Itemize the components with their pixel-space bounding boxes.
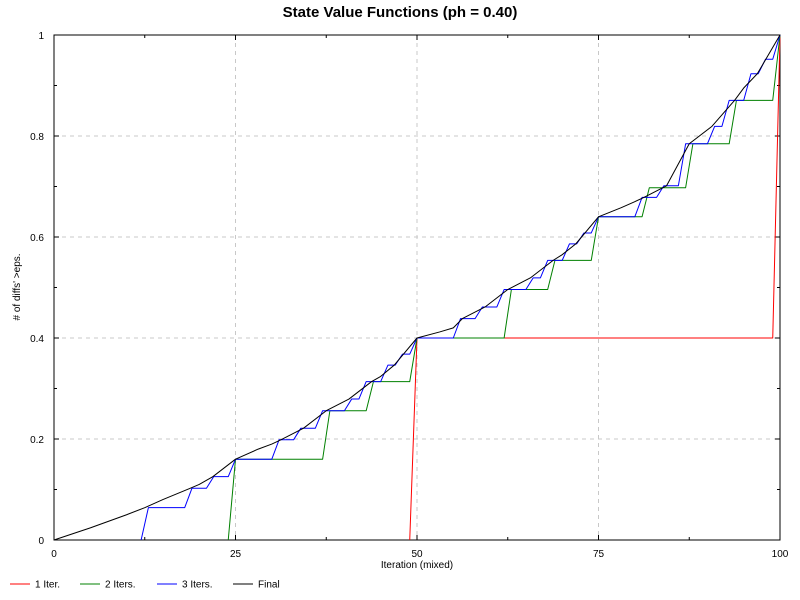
y-tick-label: 0.2 — [30, 435, 44, 446]
y-tick-labels: 0 0.2 0.4 0.6 0.8 1 — [30, 31, 44, 547]
x-axis-label: Iteration (mixed) — [381, 560, 453, 571]
y-tick-label: 0 — [38, 536, 44, 547]
grid — [54, 35, 780, 540]
chart-title: State Value Functions (ph = 0.40) — [283, 4, 518, 21]
legend: 1 Iter. 2 Iters. 3 Iters. Final — [10, 580, 280, 591]
legend-label: 2 Iters. — [105, 580, 136, 591]
y-tick-label: 0.4 — [30, 334, 44, 345]
series-group — [53, 34, 781, 541]
y-tick-label: 0.6 — [30, 233, 44, 244]
x-tick-labels: 0 25 50 75 100 — [51, 549, 789, 560]
x-tick-label: 75 — [593, 549, 605, 560]
legend-label: Final — [258, 580, 280, 591]
y-tick-label: 0.8 — [30, 132, 44, 143]
x-tick-label: 100 — [772, 549, 789, 560]
x-tick-label: 0 — [51, 549, 57, 560]
x-tick-label: 25 — [230, 549, 242, 560]
series-line-2 — [140, 34, 781, 541]
y-tick-label: 1 — [38, 31, 44, 42]
series-line-1 — [227, 34, 781, 541]
legend-label: 1 Iter. — [35, 580, 60, 591]
series-line-0 — [409, 34, 781, 541]
legend-label: 3 Iters. — [182, 580, 213, 591]
y-axis-label: # of diffs' >eps. — [12, 253, 23, 320]
series-line-3 — [53, 34, 781, 541]
axis-ticks — [53, 34, 781, 541]
x-tick-label: 50 — [411, 549, 423, 560]
